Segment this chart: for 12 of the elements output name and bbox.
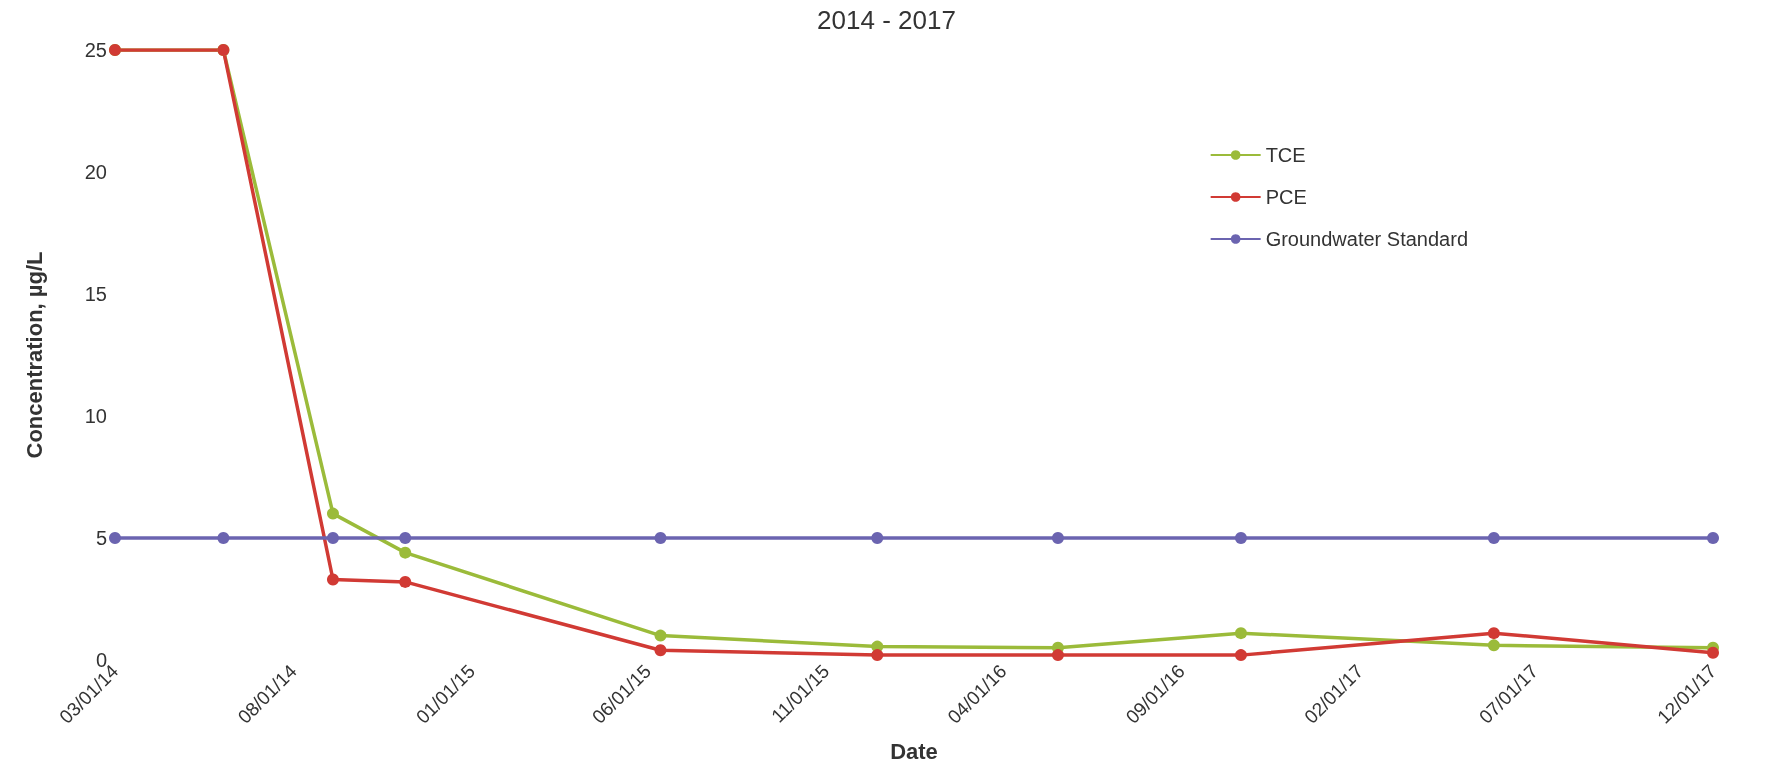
y-tick-label: 5	[95, 527, 107, 549]
y-tick-label: 25	[84, 39, 107, 61]
y-axis-title: Concentration, µg/L	[21, 251, 47, 459]
y-tick-label: 10	[84, 405, 107, 427]
legend-label: Groundwater Standard	[1265, 228, 1468, 250]
y-tick-label: 0	[95, 649, 107, 671]
legend-label: TCE	[1265, 144, 1306, 166]
legend-label: PCE	[1265, 186, 1307, 208]
y-tick-label: 20	[84, 161, 107, 183]
y-tick-label: 15	[84, 283, 107, 305]
chart-title: 2014 - 2017	[817, 5, 956, 35]
x-axis-title: Date	[890, 738, 938, 764]
